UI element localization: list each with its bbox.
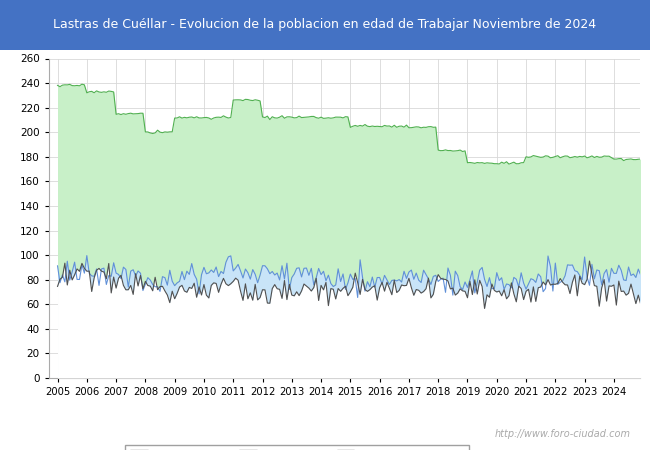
Text: FORO-CIUDAD.COM: FORO-CIUDAD.COM (209, 206, 480, 230)
Legend: Ocupados, Parados, Hab. entre 16-64: Ocupados, Parados, Hab. entre 16-64 (125, 446, 469, 450)
Text: http://www.foro-ciudad.com: http://www.foro-ciudad.com (495, 429, 630, 439)
Text: Lastras de Cuéllar - Evolucion de la poblacion en edad de Trabajar Noviembre de : Lastras de Cuéllar - Evolucion de la pob… (53, 18, 597, 31)
